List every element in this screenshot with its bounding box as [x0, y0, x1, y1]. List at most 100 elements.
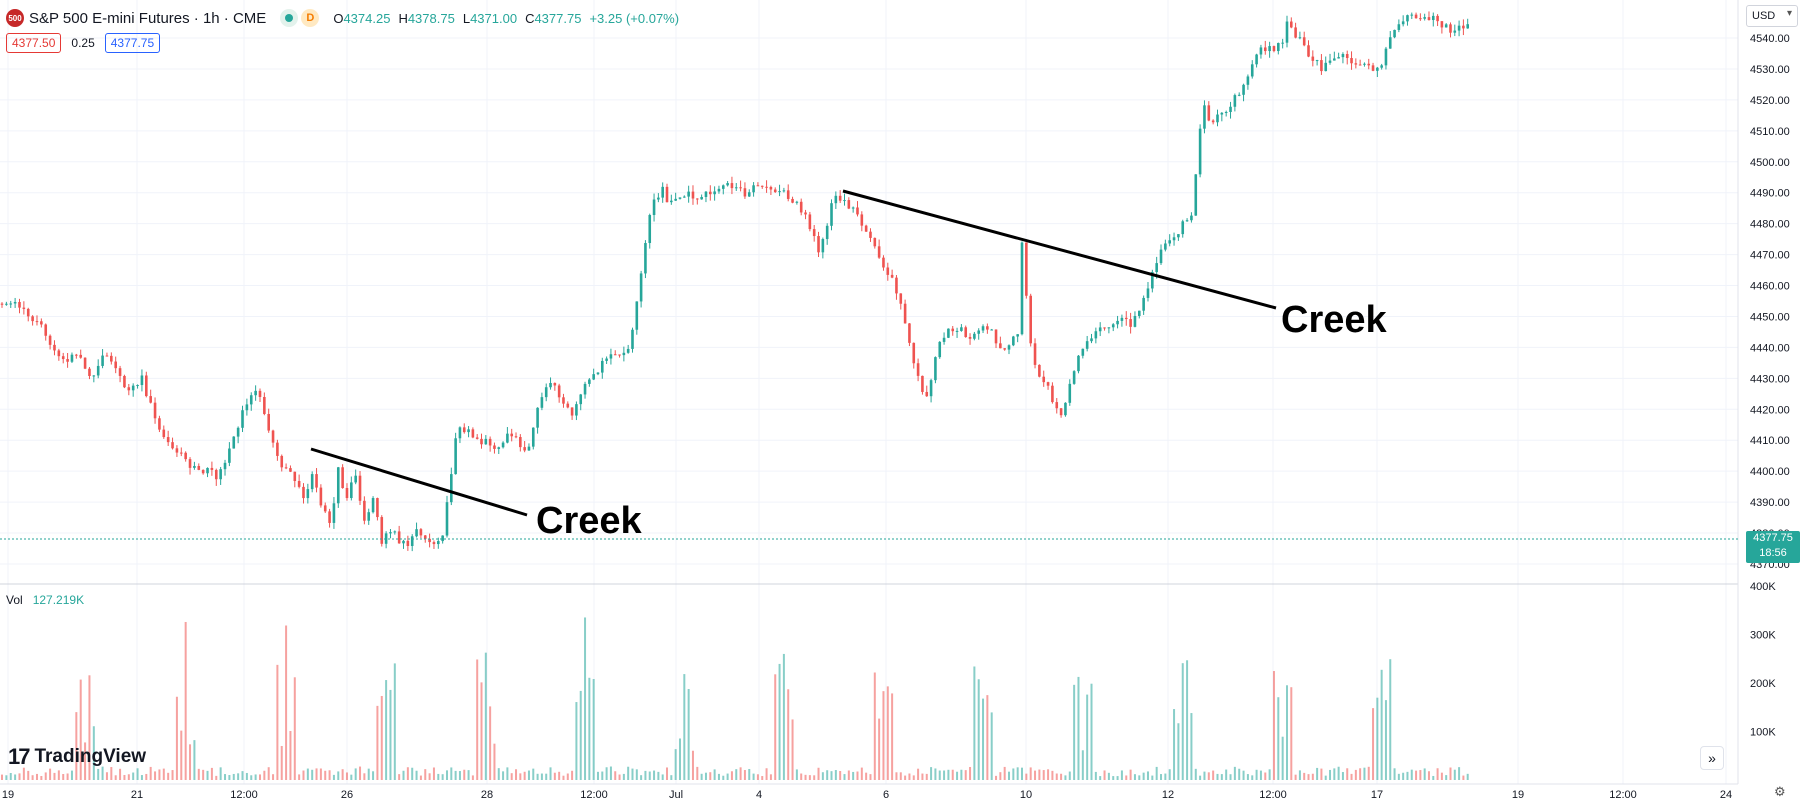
candle-body: [661, 186, 664, 198]
candle-body: [1111, 324, 1115, 328]
candle-body: [410, 536, 414, 546]
candle-body: [1229, 106, 1232, 112]
candle-body: [445, 502, 449, 536]
candle-body: [1298, 37, 1302, 39]
candle-body: [596, 372, 600, 375]
volume-bar: [691, 750, 694, 780]
volume-bar: [40, 776, 43, 780]
candle-body: [890, 274, 894, 278]
candle-body: [1337, 57, 1340, 59]
candle-body: [1237, 94, 1241, 96]
candle-body: [1440, 21, 1444, 28]
candle-body: [1181, 221, 1185, 235]
volume-tick-label: 200K: [1750, 678, 1776, 690]
volume-bar: [865, 772, 868, 780]
candle-body: [48, 335, 52, 345]
tradingview-wordmark: TradingView: [34, 746, 147, 767]
candle-body: [1466, 24, 1469, 29]
volume-bar: [1151, 775, 1154, 780]
price-tick-label: 4520.00: [1750, 95, 1790, 107]
volume-bar: [1346, 768, 1349, 780]
candle-body: [843, 200, 846, 202]
candle-body: [1142, 297, 1145, 311]
volume-bar: [1255, 769, 1258, 780]
candle-body: [899, 293, 903, 304]
currency-select[interactable]: USD ▾: [1746, 5, 1798, 27]
creek-trendline-1[interactable]: [310, 447, 528, 517]
candle-body: [389, 532, 392, 534]
time-tick-label: 19: [2, 789, 14, 801]
candle-body: [1320, 60, 1323, 72]
candle-body: [1436, 15, 1439, 22]
candle-body: [743, 188, 747, 197]
candle-body: [1444, 24, 1448, 28]
volume-bar: [921, 773, 924, 780]
scroll-to-realtime-button[interactable]: »: [1700, 746, 1724, 770]
candle-body: [249, 395, 253, 405]
candle-body: [83, 357, 87, 369]
tradingview-logo[interactable]: 17 TradingView: [8, 744, 146, 770]
gear-icon[interactable]: ⚙: [1774, 784, 1786, 799]
candle-body: [1120, 317, 1124, 321]
candle-body: [53, 344, 56, 351]
volume-bar: [1427, 771, 1430, 780]
candle-body: [1457, 25, 1461, 31]
volume-bar: [1190, 713, 1193, 780]
candle-body: [704, 191, 708, 197]
symbol-title[interactable]: S&P 500 E-mini Futures · 1h · CME: [29, 9, 267, 27]
time-tick-label: 12:00: [1609, 789, 1637, 801]
candle-body: [397, 531, 401, 544]
volume-bar: [791, 719, 794, 780]
volume-bar: [1380, 669, 1383, 780]
candle-body: [114, 361, 117, 369]
volume-bar: [545, 773, 548, 780]
candle-body: [514, 436, 518, 438]
time-tick-label: 17: [1371, 789, 1383, 801]
candle-body: [393, 531, 397, 533]
candle-body: [864, 225, 868, 232]
volume-bar: [202, 769, 205, 780]
candle-body: [1255, 54, 1258, 65]
market-status[interactable]: D: [280, 9, 320, 27]
candle-body: [105, 355, 109, 357]
volume-bar: [752, 773, 755, 780]
bid-button[interactable]: 4377.50: [6, 33, 62, 53]
candle-body: [925, 391, 929, 397]
volume-bar: [302, 770, 305, 780]
volume-bar: [1155, 766, 1158, 780]
symbol-header[interactable]: 500 S&P 500 E-mini Futures · 1h · CME D …: [6, 8, 679, 28]
creek-trendline-2[interactable]: [842, 189, 1277, 310]
volume-bar: [1129, 769, 1132, 780]
volume-bar: [1112, 776, 1115, 780]
candle-body: [245, 404, 249, 411]
candle-body: [817, 236, 820, 253]
candle-body: [1354, 63, 1358, 65]
candle-body: [1371, 65, 1375, 71]
candle-body: [618, 354, 621, 356]
candle-body: [319, 487, 323, 506]
volume-bar: [1329, 769, 1332, 780]
candle-body: [110, 355, 113, 362]
candle-body: [600, 360, 604, 373]
volume-bar: [27, 770, 30, 780]
candle-body: [1107, 327, 1111, 329]
candle-body: [1033, 343, 1037, 365]
candle-body: [493, 445, 496, 449]
ask-button[interactable]: 4377.75: [104, 33, 161, 53]
volume-bar: [502, 771, 505, 780]
volume-bar: [419, 775, 422, 780]
candle-body: [22, 307, 26, 309]
volume-bar: [571, 770, 574, 780]
volume-legend[interactable]: Vol 127.219K: [6, 593, 84, 607]
volume-bar: [817, 767, 820, 780]
volume-bar: [1012, 768, 1015, 780]
price-tick-label: 4510.00: [1750, 126, 1790, 138]
candle-body: [1124, 317, 1128, 320]
volume-bar: [1341, 772, 1344, 780]
candle-body: [175, 448, 179, 453]
volume-bar: [717, 773, 720, 780]
candle-body: [1085, 341, 1089, 349]
change-value: +3.25 (+0.07%): [589, 10, 680, 26]
volume-bar: [609, 766, 612, 780]
volume-bar: [761, 776, 764, 780]
